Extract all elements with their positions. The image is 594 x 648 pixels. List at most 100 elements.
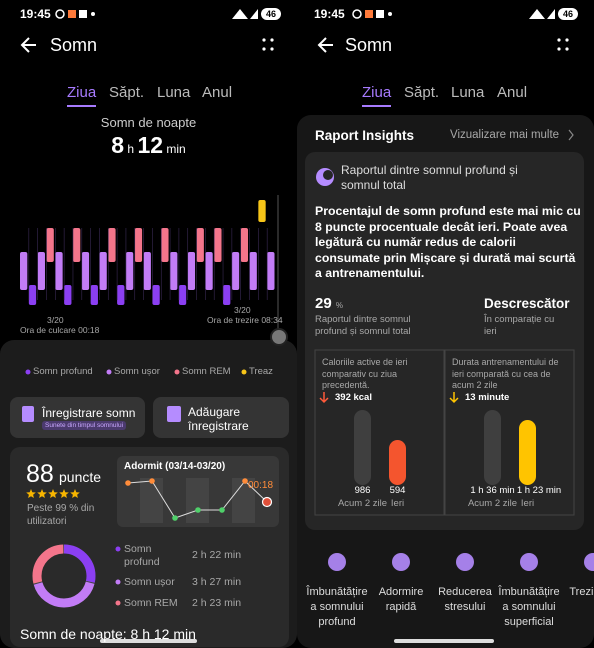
button-label[interactable]: Adăugare înregistrare: [188, 405, 249, 433]
legend-label: Somn profund: [33, 366, 93, 377]
star: [70, 489, 80, 498]
trend-label: În comparație cu ieri: [484, 314, 555, 337]
hypnogram-segment: [108, 228, 116, 262]
stage-dot: [115, 546, 121, 552]
stripe: [232, 478, 255, 523]
hypnogram-segment: [258, 200, 266, 222]
stage-name: Somn profund: [124, 543, 160, 568]
hypnogram-segment: [125, 252, 134, 290]
tab[interactable]: Anul: [497, 84, 528, 101]
ratio-value: 29 %: [315, 295, 343, 312]
right-graphics: [297, 8, 594, 648]
hours-unit: h: [127, 142, 135, 156]
bar-value: 1 h 36 min: [470, 485, 515, 496]
minutes-unit: min: [166, 142, 186, 156]
trend-value: Descrescător: [484, 296, 570, 311]
tip-label[interactable]: Adormire rapidă: [378, 586, 424, 613]
menu-dots[interactable]: [557, 38, 569, 51]
tip-icon: [328, 553, 346, 571]
cursor-handle[interactable]: [270, 328, 288, 346]
hypnogram-segment: [46, 228, 54, 262]
hypnogram-segment: [81, 252, 90, 290]
mini-dot: [219, 507, 225, 513]
status-time: 19:45: [314, 7, 345, 21]
tab[interactable]: Luna: [157, 84, 191, 101]
bar-label: Ieri: [390, 498, 405, 509]
mini-dot: [242, 478, 248, 484]
ratio-number: 29: [315, 295, 332, 312]
tip-icon: [584, 553, 594, 571]
hypnogram-segment: [28, 285, 37, 305]
back-arrow[interactable]: [20, 37, 36, 53]
compare-box: [314, 349, 445, 516]
tab[interactable]: Luna: [451, 84, 485, 101]
compare-text: Caloriile active de ieri comparativ cu z…: [322, 357, 408, 390]
hypnogram-segment: [37, 252, 45, 290]
tip-label[interactable]: Îmbunătățire a somnului profund: [306, 586, 368, 628]
tab[interactable]: Săpt.: [109, 84, 145, 101]
tab[interactable]: Ziua: [67, 84, 97, 101]
stage-name: Somn ușor: [124, 576, 175, 588]
button-bg[interactable]: [153, 397, 289, 438]
button-sub: Sunete din timpul somnului: [42, 421, 127, 430]
icon: [167, 406, 181, 422]
down-arrow: [449, 392, 459, 404]
tab[interactable]: Anul: [202, 84, 233, 101]
ratio-label: Raportul dintre somnul profund și somnul…: [315, 314, 411, 337]
score-unit: puncte: [59, 469, 102, 485]
tip-label[interactable]: Reducerea stresului: [438, 586, 492, 613]
hypnogram-segment: [170, 252, 178, 290]
mini-dot: [195, 507, 201, 513]
hours: 8: [111, 132, 125, 158]
button-label[interactable]: Înregistrare somn: [42, 406, 136, 420]
tab[interactable]: Ziua: [362, 84, 392, 101]
hypnogram-segment: [178, 285, 187, 305]
end-label: Ora de trezire 08:34: [207, 315, 283, 325]
hypnogram-segment: [152, 285, 160, 305]
legend-dot: [174, 369, 180, 375]
moon-cut: [323, 170, 333, 180]
stage-dot: [115, 600, 121, 606]
start-label: Ora de culcare 00:18: [20, 325, 100, 335]
see-more[interactable]: Vizualizare mai multe: [450, 129, 560, 141]
bar-yesterday: [389, 440, 406, 485]
compare-box: [444, 349, 575, 516]
summary-value: 8 h 12 min: [0, 132, 297, 159]
mini-dot: [125, 480, 131, 486]
hypnogram-segment: [187, 252, 196, 290]
hypnogram-segment: [249, 252, 257, 290]
tip-label[interactable]: Trezi dimi: [569, 586, 594, 598]
menu-dots[interactable]: [262, 38, 274, 51]
tab[interactable]: Săpt.: [404, 84, 440, 101]
minutes: 12: [137, 132, 164, 158]
legend-dot: [25, 369, 31, 375]
insight-card: [305, 152, 584, 530]
hypnogram-segment: [20, 252, 28, 290]
star: [26, 489, 36, 498]
legend-label: Somn ușor: [114, 366, 160, 377]
stage-duration: 2 h 22 min: [192, 549, 242, 561]
hypnogram-segment: [64, 285, 72, 305]
battery-level: 46: [562, 9, 573, 19]
back-arrow[interactable]: [317, 37, 333, 53]
bar-label: Acum 2 zile: [337, 498, 388, 509]
card-title: Raportul dintre somnul profund și somnul…: [341, 163, 518, 192]
end-date: 3/20: [234, 305, 251, 315]
hypnogram-segment: [267, 252, 275, 290]
tip-icon: [520, 553, 538, 571]
legend-dot: [241, 369, 247, 375]
bar-value: 1 h 23 min: [516, 485, 562, 496]
battery: [558, 8, 578, 20]
summary-label: Somn de noapte: [100, 115, 197, 130]
hypnogram-segment: [231, 252, 240, 290]
status-icons: [55, 9, 258, 19]
stage-duration: 3 h 27 min: [192, 576, 242, 588]
hypnogram-segment: [196, 228, 204, 262]
screen-right: 19:45 46 Somn Ziua Săpt. Luna Anul Rapor…: [297, 0, 594, 648]
tip-label[interactable]: Îmbunătățire a somnului superficial: [498, 586, 560, 628]
chevron[interactable]: [568, 129, 574, 141]
bar-label: Ieri: [520, 498, 535, 509]
bar-label: Acum 2 zile: [467, 498, 518, 509]
section-title: Raport Insights: [315, 128, 415, 143]
bar-value: 594: [389, 485, 406, 496]
